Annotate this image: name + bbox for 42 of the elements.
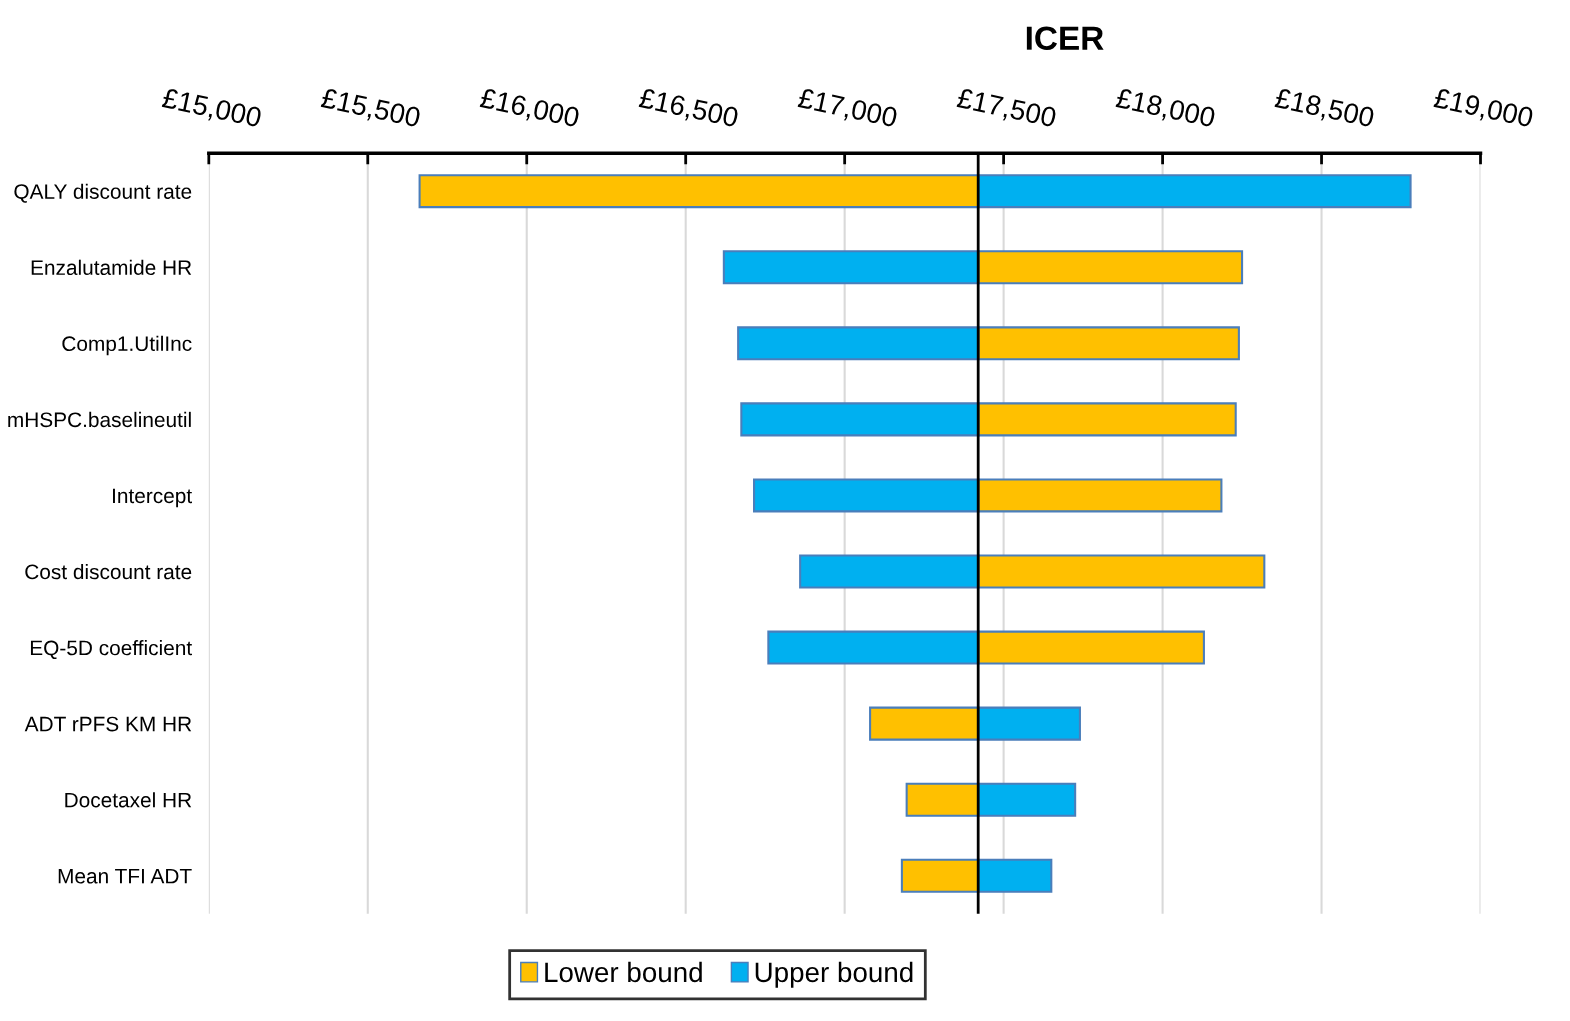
y-tick-label: Cost discount rate [25, 563, 192, 580]
x-tick-label: £16,000 [478, 87, 581, 131]
legend-label: Upper bound [755, 961, 913, 988]
x-tick-label: £15,000 [160, 87, 263, 131]
x-tick-label: £15,500 [319, 87, 422, 131]
bar [900, 858, 980, 893]
x-tick-label: £17,000 [796, 87, 898, 131]
bar [977, 782, 1077, 817]
y-tick-label: ADT rPFS KM HR [24, 716, 192, 732]
chart-title: ICER [1026, 26, 1104, 51]
x-tick-label: £17,500 [955, 87, 1057, 131]
y-tick-label: EQ-5D coefficient [30, 640, 192, 660]
bar [905, 782, 980, 817]
legend-label: Lower bound [545, 961, 702, 983]
x-tick-label: £19,000 [1432, 87, 1534, 131]
y-tick-label: Enzalutamide HR [31, 259, 192, 275]
y-tick-label: Docetaxel HR [65, 792, 192, 808]
x-tick-label: £18,000 [1114, 87, 1216, 131]
x-tick-label: £18,500 [1273, 87, 1375, 131]
bar [722, 250, 980, 285]
y-tick-label: Comp1.UtilInc [62, 335, 192, 356]
bar [418, 174, 980, 209]
bar [799, 554, 980, 589]
bar [753, 478, 980, 513]
x-tick-label: £16,500 [637, 87, 739, 131]
bar [737, 326, 980, 361]
bar [977, 554, 1266, 589]
bar [869, 706, 980, 741]
y-tick-label: Intercept [113, 488, 192, 508]
bar [740, 402, 980, 437]
y-tick-label: Mean TFI ADT [58, 868, 192, 884]
bar [977, 174, 1412, 209]
bar [977, 326, 1240, 361]
y-tick-label: QALY discount rate [14, 183, 192, 203]
bar [767, 630, 980, 665]
y-tick-label: mHSPC.baselineutil [8, 411, 191, 428]
bar [977, 858, 1053, 893]
bar [977, 250, 1244, 285]
bar [977, 630, 1205, 665]
bar [977, 706, 1081, 741]
bar [977, 478, 1223, 513]
bar [977, 402, 1237, 437]
